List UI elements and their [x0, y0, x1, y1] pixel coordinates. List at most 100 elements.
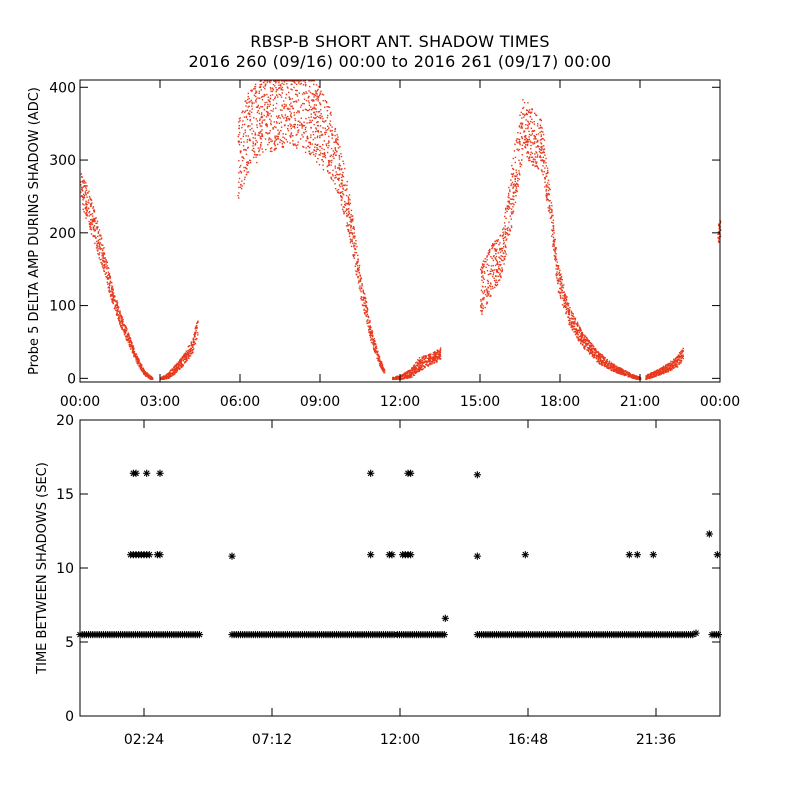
data-point [294, 80, 296, 82]
data-point [506, 205, 508, 207]
data-point [525, 127, 527, 130]
data-point [492, 275, 494, 278]
data-point [108, 273, 110, 275]
data-point [359, 274, 361, 276]
data-point [672, 360, 674, 362]
data-point [89, 221, 92, 224]
data-point [669, 369, 671, 372]
data-point [539, 119, 541, 121]
data-point [317, 148, 319, 150]
data-point [435, 359, 437, 361]
data-point [410, 375, 412, 378]
data-point [326, 165, 328, 168]
data-point [272, 99, 275, 101]
data-point [483, 298, 485, 300]
data-point [559, 294, 562, 297]
data-point [193, 336, 196, 338]
data-point [290, 116, 293, 118]
data-point [289, 142, 291, 144]
data-point [309, 119, 311, 121]
data-point [356, 262, 358, 264]
data-point [616, 368, 618, 370]
data-point [404, 376, 407, 378]
data-point [674, 362, 677, 364]
data-point [359, 278, 361, 280]
data-point [298, 92, 300, 94]
data-point [304, 128, 306, 131]
data-point [284, 124, 286, 126]
data-point [523, 142, 525, 144]
data-point [481, 291, 484, 293]
data-point [521, 154, 523, 156]
data-point [338, 177, 340, 180]
data-point [484, 286, 487, 288]
data-point [662, 370, 664, 373]
data-point [358, 287, 361, 289]
data-point [552, 227, 555, 229]
data-point [256, 126, 258, 129]
data-point [428, 364, 430, 366]
data-point [521, 125, 523, 127]
data-point [534, 112, 536, 114]
data-point [303, 103, 305, 105]
data-point [179, 362, 181, 364]
data-point [528, 136, 530, 138]
data-point [394, 378, 397, 380]
data-point [580, 337, 583, 340]
data-point [589, 348, 591, 350]
data-point [342, 208, 344, 211]
data-point [718, 224, 720, 226]
data-point [249, 162, 252, 164]
data-point [266, 125, 268, 128]
data-point [322, 164, 324, 166]
data-point [424, 361, 427, 363]
data-point [323, 140, 325, 142]
data-point [660, 373, 662, 375]
data-point [509, 189, 511, 191]
data-point [160, 378, 162, 380]
data-point [557, 280, 559, 282]
data-point [259, 83, 261, 86]
data-point [587, 349, 589, 351]
data-point [572, 328, 575, 330]
data-point [177, 367, 179, 370]
data-point [514, 156, 517, 159]
data-point [589, 342, 592, 344]
data-point [245, 167, 247, 170]
data-point [553, 248, 555, 251]
data-point [315, 98, 317, 101]
data-point [499, 247, 501, 250]
data-point [95, 217, 97, 219]
data-point [650, 377, 653, 379]
data-point [531, 118, 533, 120]
data-point [111, 285, 113, 287]
data-point [260, 83, 263, 85]
data-point [178, 365, 180, 368]
data-point [247, 95, 249, 98]
data-point [294, 117, 296, 120]
data-point [275, 121, 278, 123]
data-point [681, 349, 683, 351]
data-point [559, 278, 561, 281]
data-point [420, 368, 422, 371]
data-point [345, 209, 348, 211]
data-point [586, 338, 588, 340]
data-point [111, 288, 113, 290]
data-point [337, 144, 340, 146]
data-point [355, 251, 358, 254]
data-point [655, 375, 657, 377]
data-point [330, 114, 332, 116]
data-point [292, 107, 295, 110]
data-point [532, 142, 534, 144]
data-point [576, 335, 578, 338]
data-point [144, 371, 146, 373]
data-point [338, 169, 341, 171]
data-point [327, 125, 329, 127]
data-point [490, 288, 492, 290]
data-point [352, 237, 354, 239]
data-point [379, 360, 381, 363]
data-point [92, 235, 94, 238]
data-point [583, 341, 585, 344]
data-point [317, 111, 319, 113]
data-point [316, 136, 319, 139]
